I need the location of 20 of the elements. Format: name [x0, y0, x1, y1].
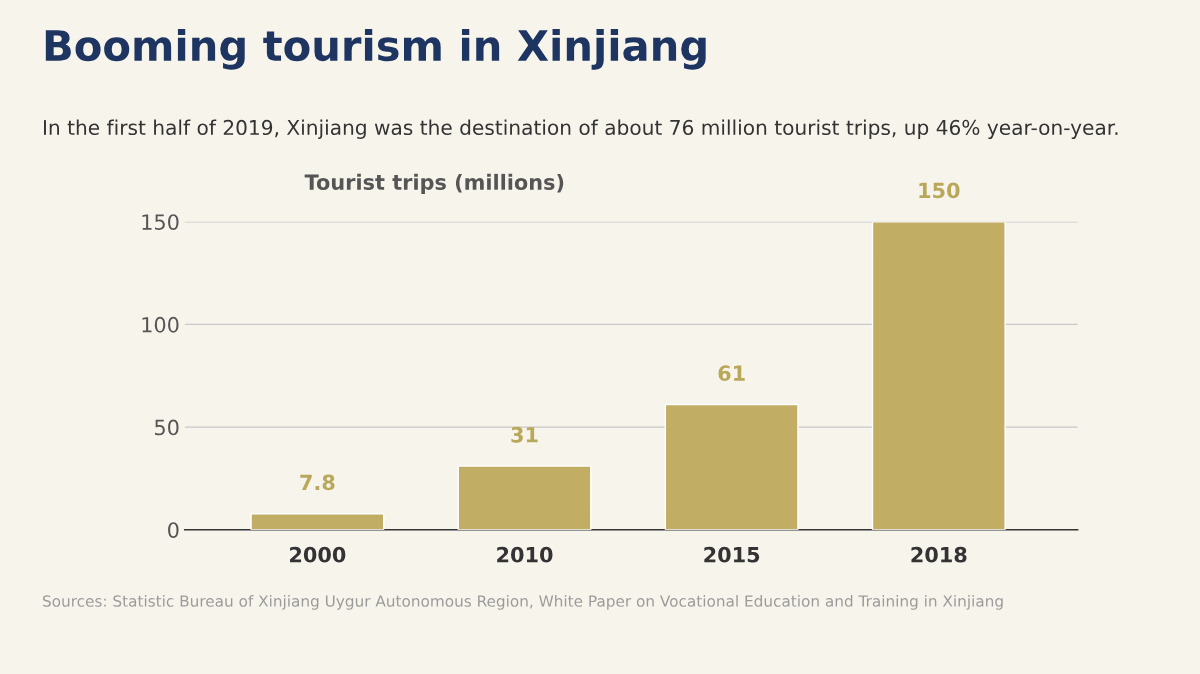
x-tick-label: 2018 [911, 546, 967, 563]
y-axis-title: Tourist trips (millions) [304, 173, 564, 195]
y-tick-label: 150 [142, 214, 179, 230]
y-tick-label: 50 [155, 419, 179, 436]
data-label: 150 [919, 182, 960, 199]
x-tick-label: 2015 [704, 546, 760, 563]
bar [664, 403, 799, 530]
bar [457, 465, 592, 530]
chart-title: Booming tourism in Xinjiang [45, 29, 706, 70]
data-label: 7.8 [300, 474, 335, 491]
chart-subtitle: In the first half of 2019, Xinjiang was the destination of about 76 million tourist trips, up 46% year-on-year. [43, 119, 1118, 139]
y-tick-label: 100 [142, 316, 179, 333]
bar [250, 513, 385, 530]
data-label: 61 [718, 365, 745, 382]
y-tick-label: 0 [168, 522, 179, 538]
x-tick-label: 2000 [290, 546, 346, 563]
bar [871, 221, 1006, 530]
data-label: 31 [511, 426, 538, 443]
x-tick-label: 2010 [497, 546, 553, 563]
source-note: Sources: Statistic Bureau of Xinjiang Uygur Autonomous Region, White Paper on Vocational Education and Training in Xinjiang [43, 594, 1003, 610]
